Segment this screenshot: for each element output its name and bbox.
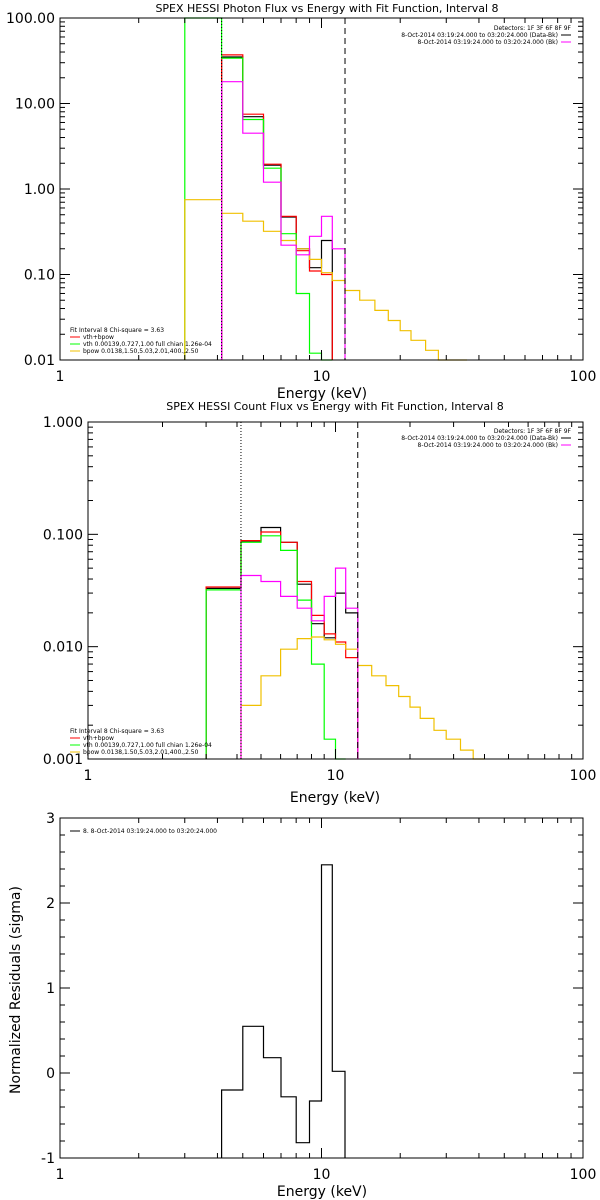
legend-bpow: bpow 0.0138,1.50,5.03,2.01,400.,2.50: [83, 749, 199, 756]
residuals-ylabel: Normalized Residuals (sigma): [8, 886, 24, 1094]
photon-flux-sum-series-line: [221, 54, 333, 360]
legend-bk: 8-Oct-2014 03:19:24.000 to 03:20:24.000 …: [418, 442, 559, 449]
residuals-xlabel: Energy (keV): [277, 1184, 367, 1200]
photon-flux-axes: 1 10 100 0.01 0.10 1.00 10.00 100.00: [6, 11, 596, 385]
residuals-y-tick-label: 2: [46, 896, 55, 912]
residuals-legend: 8. 8-Oct-2014 03:19:24.000 to 03:20:24.0…: [70, 828, 217, 835]
residuals-panel: 1 10 100 -1 0 1 2 3 8. 8-Oct-2014 03:19:24.000 …: [8, 811, 596, 1200]
count-flux-y-tick-label: 1.000: [43, 415, 83, 431]
residuals-x-tick-label: 1: [56, 1167, 65, 1183]
count-flux-title: SPEX HESSI Count Flux vs Energy with Fit…: [166, 400, 503, 413]
legend-vth: vth 0.00139,0.727,1.00 full chian 1.26e-…: [83, 341, 212, 348]
legend-vth: vth 0.00139,0.727,1.00 full chian 1.26e-…: [83, 742, 212, 749]
photon-flux-legend-top: Detectors: 1F 3F 6F 8F 9F 8-Oct-2014 03:…: [401, 25, 571, 46]
residuals-y-tick-label: 3: [46, 811, 55, 827]
count-flux-y-tick-label: 0.100: [43, 527, 83, 543]
count-flux-series: [205, 526, 485, 760]
photon-flux-series: [184, 17, 467, 361]
legend-sum: vth+bpow: [83, 334, 114, 341]
photon-flux-total-series-line: [221, 56, 333, 360]
legend-residuals: 8. 8-Oct-2014 03:19:24.000 to 03:20:24.0…: [83, 828, 217, 835]
photon-flux-y-tick-label: 1.00: [24, 182, 55, 198]
residuals-x-tick-label: 100: [570, 1167, 597, 1183]
residuals-y-tick-label: 0: [46, 1066, 55, 1082]
count-flux-bk-series-line: [240, 567, 359, 759]
residuals-y-tick-label: -1: [41, 1151, 55, 1167]
photon-flux-y-tick-label: 100.00: [6, 11, 55, 27]
residuals-x-tick-label: 10: [313, 1167, 331, 1183]
legend-fit-interval: Fit Interval 8 Chi-square = 3.63: [70, 728, 164, 735]
photon-flux-title: SPEX HESSI Photon Flux vs Energy with Fi…: [155, 2, 498, 15]
count-flux-y-tick-label: 0.001: [43, 752, 83, 768]
count-flux-sum-series-line: [205, 531, 359, 759]
count-flux-x-tick-label: 10: [327, 768, 345, 784]
count-flux-x-tick-label: 1: [84, 768, 93, 784]
photon-flux-legend-bottom: Fit Interval 8 Chi-square = 3.63 vth+bpo…: [70, 327, 212, 355]
residuals-series: [221, 864, 346, 1158]
count-flux-x-tick-label: 100: [570, 768, 597, 784]
legend-fit-interval: Fit Interval 8 Chi-square = 3.63: [70, 327, 164, 334]
count-flux-y-tick-label: 0.010: [43, 640, 83, 656]
photon-flux-bpow-series-line: [184, 199, 467, 361]
residuals-total-series-line: [221, 864, 346, 1158]
photon-flux-frame: [59, 17, 584, 361]
count-flux-panel: SPEX HESSI Count Flux vs Energy with Fit…: [43, 400, 596, 806]
photon-flux-y-tick-label: 0.01: [24, 353, 55, 369]
photon-flux-x-tick-label: 100: [570, 369, 597, 385]
count-flux-vth-series-line: [205, 535, 346, 760]
legend-sum: vth+bpow: [83, 735, 114, 742]
legend-bpow: bpow 0.0138,1.50,5.03,2.01,400.,2.50: [83, 348, 199, 355]
legend-detectors: Detectors: 1F 3F 6F 8F 9F: [494, 428, 572, 435]
count-flux-legend-bottom: Fit Interval 8 Chi-square = 3.63 vth+bpo…: [70, 728, 212, 756]
count-flux-bpow-series-line: [240, 636, 485, 760]
photon-flux-xlabel: Energy (keV): [277, 386, 367, 402]
photon-flux-vth-series-line: [184, 17, 333, 361]
legend-data-minus-bk: 8-Oct-2014 03:19:24.000 to 03:20:24.000 …: [401, 32, 558, 39]
legend-detectors: Detectors: 1F 3F 6F 8F 9F: [494, 25, 572, 32]
photon-flux-x-tick-label: 1: [56, 369, 65, 385]
photon-flux-panel: SPEX HESSI Photon Flux vs Energy with Fi…: [6, 2, 596, 402]
count-flux-legend-top: Detectors: 1F 3F 6F 8F 9F 8-Oct-2014 03:…: [401, 428, 571, 449]
count-flux-axes: 1 10 100 0.001 0.010 0.100 1.000: [43, 415, 596, 784]
photon-flux-bk-series-line: [221, 81, 346, 360]
photon-flux-x-tick-label: 10: [313, 369, 331, 385]
photon-flux-y-tick-label: 0.10: [24, 268, 55, 284]
residuals-y-tick-label: 1: [46, 981, 55, 997]
legend-data-minus-bk: 8-Oct-2014 03:19:24.000 to 03:20:24.000 …: [401, 435, 558, 442]
count-flux-xlabel: Energy (keV): [290, 790, 380, 806]
legend-bk: 8-Oct-2014 03:19:24.000 to 03:20:24.000 …: [418, 39, 559, 46]
photon-flux-y-tick-label: 10.00: [15, 97, 55, 113]
residuals-axes: 1 10 100 -1 0 1 2 3: [41, 811, 596, 1183]
